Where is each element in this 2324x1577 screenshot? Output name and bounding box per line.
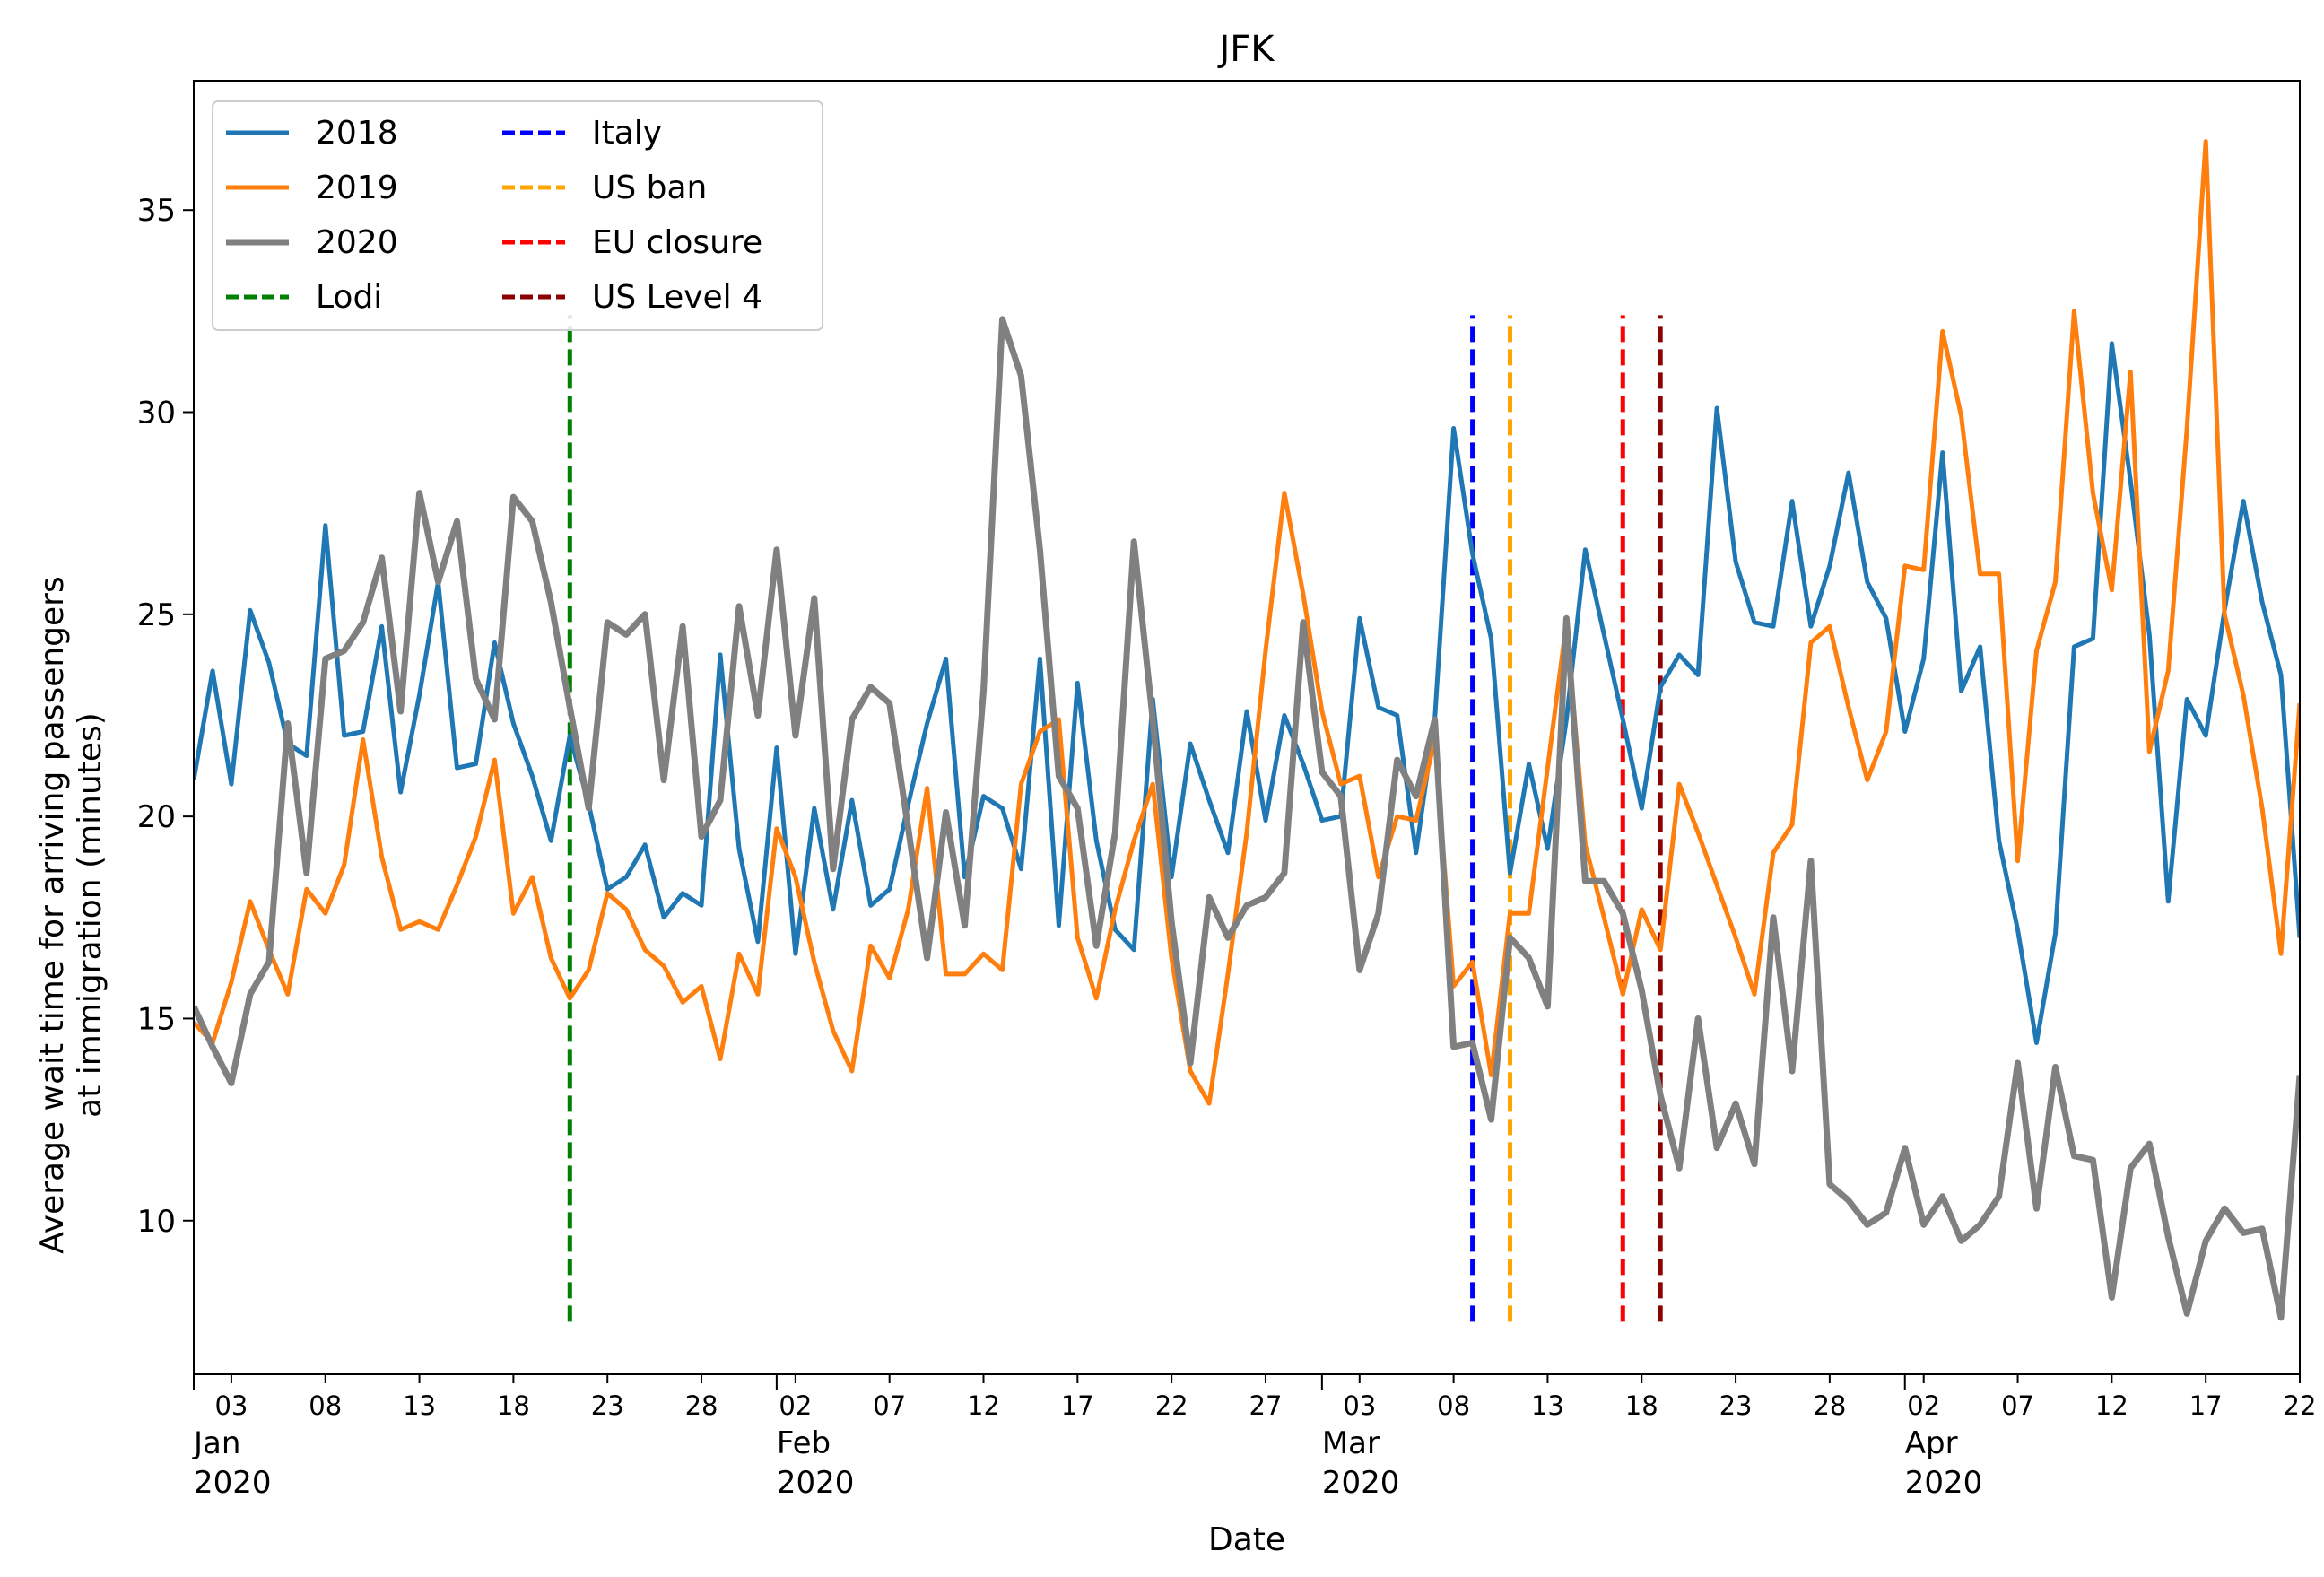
x-tick-label: 12 <box>967 1390 1000 1421</box>
legend-label-lodi: Lodi <box>316 279 382 316</box>
y-axis-label-line2: at immigration (minutes) <box>72 712 109 1118</box>
x-month-label: Apr <box>1905 1425 1958 1461</box>
y-tick-label: 30 <box>137 396 176 431</box>
x-tick-label: 07 <box>2001 1390 2034 1421</box>
x-tick-label: 18 <box>497 1390 530 1421</box>
x-tick-label: 28 <box>1813 1390 1846 1421</box>
legend-label-us-level-4: US Level 4 <box>592 279 762 316</box>
legend-label-eu-closure: EU closure <box>592 224 762 261</box>
x-tick-label: 22 <box>2284 1390 2317 1421</box>
chart-title: JFK <box>1216 29 1275 70</box>
x-year-label: 2020 <box>194 1465 272 1501</box>
y-tick-label: 35 <box>137 193 176 229</box>
x-tick-label: 13 <box>1531 1390 1564 1421</box>
x-tick-label: 28 <box>685 1390 718 1421</box>
x-tick-label: 08 <box>309 1390 342 1421</box>
x-tick-label: 23 <box>591 1390 624 1421</box>
y-axis-label-line1: Average wait time for arriving passenger… <box>34 576 71 1253</box>
axes: 10 15 20 25 30 35 03 08 13 18 23 28 02 07 12 17 22 27 03 08… <box>137 80 2317 1501</box>
series-line-2020 <box>194 316 2300 1321</box>
y-tick-label: 20 <box>137 799 176 835</box>
x-tick-label: 03 <box>214 1390 248 1421</box>
legend-label-2019: 2019 <box>316 170 398 206</box>
x-tick-label: 12 <box>2095 1390 2128 1421</box>
series-line-2018 <box>194 341 2300 1045</box>
x-month-label: Jan <box>192 1425 240 1461</box>
x-axis-label: Date <box>1208 1521 1285 1558</box>
x-tick-label: 03 <box>1343 1390 1376 1421</box>
x-tick-label: 08 <box>1437 1390 1470 1421</box>
y-tick-label: 10 <box>137 1204 176 1240</box>
x-tick-label: 23 <box>1719 1390 1753 1421</box>
series-lines <box>194 139 2300 1321</box>
x-tick-label: 18 <box>1625 1390 1658 1421</box>
x-tick-label: 02 <box>779 1390 812 1421</box>
x-tick-label: 07 <box>873 1390 906 1421</box>
x-tick-label: 13 <box>403 1390 436 1421</box>
x-year-label: 2020 <box>777 1465 855 1501</box>
y-tick-label: 25 <box>137 597 176 633</box>
x-tick-label: 17 <box>2189 1390 2223 1421</box>
x-tick-label: 27 <box>1249 1390 1283 1421</box>
legend-label-italy: Italy <box>592 115 662 152</box>
x-month-label: Mar <box>1322 1425 1380 1461</box>
legend-label-us-ban: US ban <box>592 170 707 206</box>
x-month-label: Feb <box>777 1425 831 1461</box>
x-tick-label: 02 <box>1907 1390 1940 1421</box>
y-axis-label: Average wait time for arriving passenger… <box>34 576 109 1253</box>
x-tick-label: 22 <box>1155 1390 1188 1421</box>
x-year-label: 2020 <box>1322 1465 1400 1501</box>
x-tick-label: 17 <box>1061 1390 1094 1421</box>
series-line-2019 <box>194 139 2300 1106</box>
legend-label-2020: 2020 <box>316 224 398 261</box>
event-lines <box>567 315 1663 1322</box>
legend-box <box>212 100 823 331</box>
legend: 2018 2019 2020 Lodi Italy US ban EU closure US … <box>212 100 823 331</box>
y-tick-label: 15 <box>137 1001 176 1037</box>
legend-label-2018: 2018 <box>316 115 398 152</box>
x-year-label: 2020 <box>1905 1465 1983 1501</box>
plot-frame <box>193 80 2301 1375</box>
